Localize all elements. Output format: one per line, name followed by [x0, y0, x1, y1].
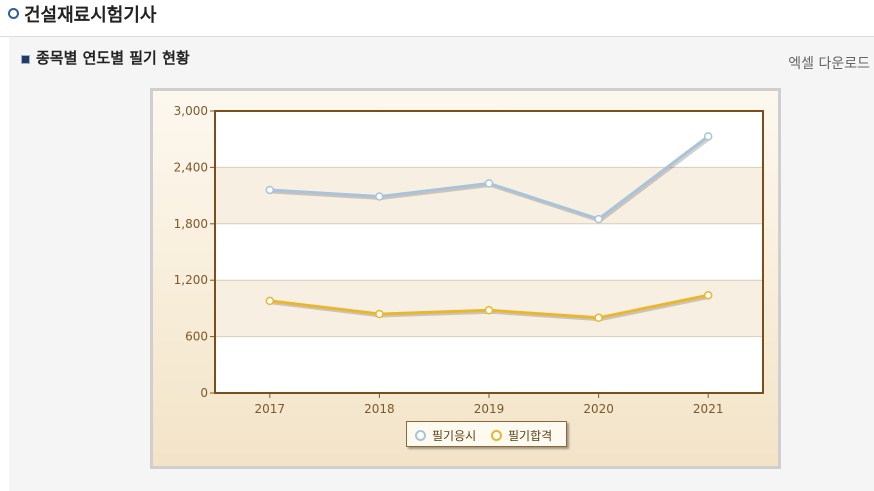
y-tick-label: 1,200 — [174, 273, 208, 287]
legend-marker-icon — [491, 430, 502, 441]
title-bullet-icon — [8, 8, 19, 19]
section-bullet-icon — [21, 55, 30, 64]
data-point-1 — [375, 309, 384, 319]
legend-label: 필기응시 — [432, 429, 477, 443]
plot-area — [215, 111, 763, 393]
legend-item-series-0[interactable]: 필기응시 — [415, 427, 476, 444]
plot-border — [214, 110, 764, 394]
page-header: 건설재료시험기사 — [0, 0, 874, 37]
plot-band — [215, 167, 763, 224]
x-tick-label: 2018 — [364, 402, 395, 416]
x-tick-label: 2019 — [474, 402, 505, 416]
y-tick-label: 600 — [185, 330, 208, 344]
data-point-0 — [375, 192, 384, 201]
legend-label: 필기합격 — [508, 429, 553, 443]
x-tick-label: 2017 — [255, 402, 286, 416]
excel-download-link[interactable]: 엑셀 다운로드 — [788, 56, 870, 72]
data-point-1 — [265, 296, 275, 306]
legend-item-series-1[interactable]: 필기합격 — [491, 427, 552, 444]
chart-legend: 필기응시 필기합격 — [406, 421, 567, 447]
data-point-0 — [703, 132, 713, 141]
data-point-0 — [265, 185, 275, 195]
data-point-0 — [484, 179, 494, 188]
x-tick-label: 2020 — [583, 402, 614, 416]
line-chart: 0 600 1,200 1,800 2,400 3,000 2017 2018 2019 2020… — [174, 104, 764, 416]
y-tick-label: 1,800 — [174, 217, 208, 231]
data-point-1 — [703, 290, 713, 300]
data-point-1 — [594, 313, 603, 323]
y-tick-label: 0 — [200, 386, 208, 400]
y-tick-label: 3,000 — [174, 104, 208, 118]
chart-frame: 0 600 1,200 1,800 2,400 3,000 2017 2018 2019 2020… — [150, 88, 781, 469]
page-title: 건설재료시험기사 — [24, 5, 157, 26]
section-title: 종목별 연도별 필기 현황 — [36, 49, 190, 67]
data-point-1 — [484, 306, 494, 315]
x-tick-label: 2021 — [693, 402, 724, 416]
legend-marker-icon — [415, 430, 426, 441]
data-point-0 — [594, 214, 603, 224]
y-tick-label: 2,400 — [174, 160, 208, 174]
